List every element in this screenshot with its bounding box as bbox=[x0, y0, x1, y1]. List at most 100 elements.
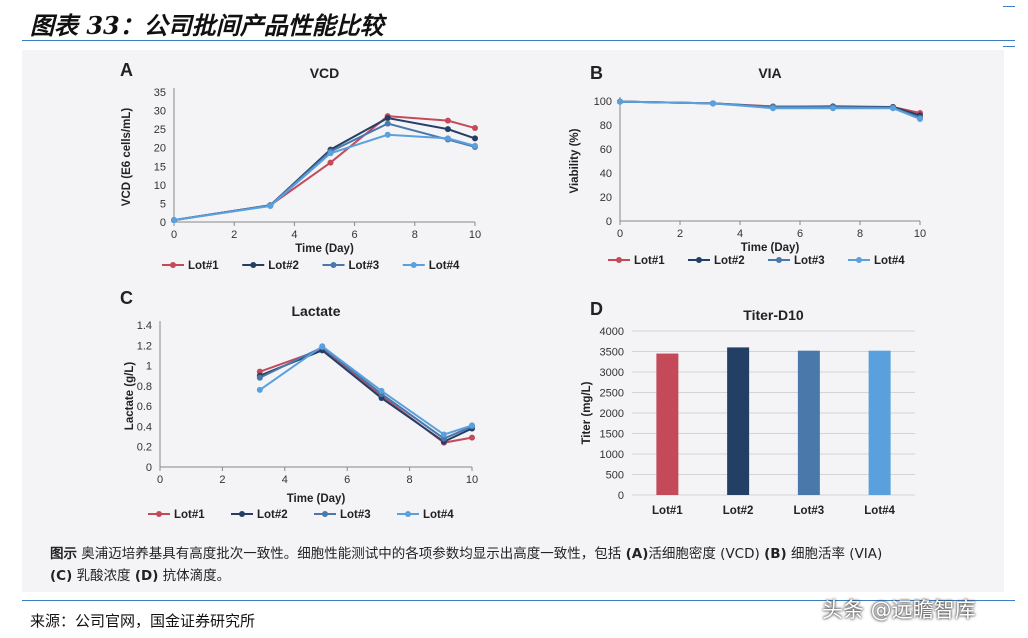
chart-b-point-4-3 bbox=[770, 105, 776, 112]
chart-b-xtick-label-5: 10 bbox=[914, 228, 926, 240]
chart-b-legend-marker-3 bbox=[776, 257, 782, 263]
chart-d-category-label-3: Lot#3 bbox=[794, 505, 825, 517]
chart-d-ytick-label-4: 2000 bbox=[600, 408, 624, 420]
source-divider bbox=[22, 600, 1015, 601]
chart-c-ytick-label-6: 1.2 bbox=[137, 340, 152, 352]
title-corner-mark bbox=[1003, 6, 1015, 7]
chart-c-legend-marker-1 bbox=[156, 511, 162, 517]
chart-a-point-1-3 bbox=[327, 159, 334, 166]
chart-a-xtick-label-4: 8 bbox=[412, 229, 418, 241]
chart-c-point-4-5 bbox=[469, 422, 475, 429]
chart-a-legend-marker-2 bbox=[250, 262, 257, 268]
chart-b-xtick-label-0: 0 bbox=[617, 228, 623, 240]
chart-c-ytick-label-3: 0.6 bbox=[137, 401, 152, 413]
chart-a-legend-marker-1 bbox=[170, 262, 176, 268]
chart-b-point-4-6 bbox=[917, 116, 923, 122]
chart-c-legend-label-2: Lot#2 bbox=[257, 509, 288, 521]
chart-d-ytick-label-0: 0 bbox=[618, 490, 624, 502]
chart-b-legend-label-1: Lot#1 bbox=[634, 255, 665, 267]
chart-a-xtick-label-3: 6 bbox=[352, 229, 358, 241]
chart-c-legend-marker-4 bbox=[405, 511, 411, 517]
chart-b-xtick-label-2: 4 bbox=[737, 228, 743, 240]
chart-c-xtick-label-0: 0 bbox=[157, 474, 163, 486]
chart-d-bar-3 bbox=[797, 350, 820, 495]
chart-a-series-line-2 bbox=[173, 116, 476, 222]
chart-b-xtick-label-3: 6 bbox=[797, 228, 803, 240]
caption-d-text: 抗体滴度。 bbox=[158, 568, 231, 584]
chart-c-ylabel: Lactate (g/L) bbox=[124, 362, 136, 431]
watermark: 头条 @远瞻智库 bbox=[822, 598, 976, 622]
chart-c-legend-label-1: Lot#1 bbox=[174, 509, 205, 521]
chart-c-legend-marker-3 bbox=[322, 511, 328, 517]
chart-d-ytick-label-7: 3500 bbox=[600, 347, 624, 359]
source-note: 来源：公司官网，国金证券研究所 bbox=[30, 612, 256, 630]
chart-c-xtick-label-3: 6 bbox=[344, 474, 350, 486]
chart-b-legend-label-2: Lot#2 bbox=[714, 255, 745, 267]
chart-b-panel-letter: B bbox=[590, 63, 603, 83]
chart-b-point-4-2 bbox=[710, 100, 716, 107]
chart-b-legend-marker-1 bbox=[616, 257, 622, 263]
chart-b-ytick-label-3: 60 bbox=[600, 144, 612, 156]
chart-a-point-4-6 bbox=[472, 142, 478, 149]
caption-b-text: 细胞活率 (VIA) bbox=[786, 546, 883, 562]
chart-a-legend-label-1: Lot#1 bbox=[188, 260, 219, 272]
chart-c-ytick-label-0: 0 bbox=[146, 462, 152, 474]
caption-text: 奥浦迈培养基具有高度批次一致性。细胞性能测试中的各项参数均显示出高度一致性，包括 bbox=[77, 546, 626, 562]
chart-a-point-4-1 bbox=[171, 217, 177, 224]
chart-b-xlabel: Time (Day) bbox=[741, 242, 800, 254]
caption-a-text: 活细胞密度 (VCD) bbox=[648, 546, 765, 562]
chart-b-legend-label-3: Lot#3 bbox=[794, 255, 825, 267]
title-divider bbox=[22, 40, 1015, 41]
chart-b-series-line-4 bbox=[619, 100, 921, 120]
chart-b-ytick-label-2: 40 bbox=[600, 168, 612, 180]
chart-a-series-line-4 bbox=[173, 133, 476, 222]
chart-b-ytick-label-4: 80 bbox=[600, 120, 612, 132]
chart-a-ytick-label-6: 30 bbox=[154, 106, 166, 118]
chart-a-xtick-label-1: 2 bbox=[231, 229, 237, 241]
chart-a-ytick-label-5: 25 bbox=[154, 124, 166, 136]
figure-caption: 图示 奥浦迈培养基具有高度批次一致性。细胞性能测试中的各项参数均显示出高度一致性… bbox=[50, 543, 1010, 587]
chart-a-point-2-5 bbox=[444, 126, 451, 133]
chart-c-panel-letter: C bbox=[120, 288, 133, 308]
chart-d-ytick-label-2: 1000 bbox=[600, 449, 624, 461]
chart-b-legend-label-4: Lot#4 bbox=[874, 255, 905, 267]
chart-c-xtick-label-4: 8 bbox=[407, 474, 413, 486]
chart-d-ylabel: Titer (mg/L) bbox=[581, 381, 593, 444]
chart-c-legend-marker-2 bbox=[239, 511, 245, 517]
chart-a-point-2-4 bbox=[384, 115, 391, 121]
chart-a-ytick-label-3: 15 bbox=[154, 161, 166, 173]
chart-d-ytick-label-6: 3000 bbox=[600, 367, 624, 379]
caption-b: (B) bbox=[764, 546, 787, 562]
chart-b-ytick-label-0: 0 bbox=[606, 216, 612, 228]
chart-b-point-4-4 bbox=[830, 105, 836, 112]
chart-c-ytick-label-7: 1.4 bbox=[137, 320, 152, 332]
chart-a-point-4-3 bbox=[327, 150, 334, 157]
chart-b-title: VIA bbox=[758, 65, 781, 81]
chart-a-point-4-5 bbox=[444, 135, 451, 142]
chart-a-point-2-6 bbox=[472, 135, 478, 142]
chart-a-ylabel: VCD (E6 cells/mL) bbox=[121, 108, 133, 207]
chart-c-xtick-label-2: 4 bbox=[282, 474, 288, 486]
chart-a-xtick-label-2: 4 bbox=[291, 229, 297, 241]
caption-d: (D) bbox=[134, 568, 159, 584]
chart-d-category-label-2: Lot#2 bbox=[723, 505, 754, 517]
chart-a-legend-label-3: Lot#3 bbox=[349, 260, 380, 272]
chart-a-xlabel: Time (Day) bbox=[295, 243, 354, 255]
chart-b-xtick-label-1: 2 bbox=[677, 228, 683, 240]
chart-c-title: Lactate bbox=[291, 303, 340, 319]
caption-c-text: 乳酸浓度 bbox=[72, 568, 135, 584]
chart-c-point-4-4 bbox=[440, 431, 447, 438]
title-corner-mark-lower bbox=[1003, 46, 1015, 47]
chart-b-series-line-3 bbox=[619, 100, 921, 119]
chart-d-category-label-4: Lot#4 bbox=[864, 505, 895, 517]
chart-c-xtick-label-5: 10 bbox=[466, 474, 478, 486]
chart-d-ytick-label-5: 2500 bbox=[600, 388, 624, 400]
chart-d-bar-2 bbox=[727, 347, 750, 495]
chart-c-ytick-label-1: 0.2 bbox=[137, 442, 152, 454]
chart-c-point-1-5 bbox=[469, 434, 475, 441]
chart-d-ytick-label-1: 500 bbox=[606, 470, 624, 482]
chart-a-ytick-label-2: 10 bbox=[154, 180, 166, 192]
caption-c: (C) bbox=[50, 568, 73, 584]
chart-a-legend-label-4: Lot#4 bbox=[429, 260, 460, 272]
chart-c-xtick-label-1: 2 bbox=[219, 474, 225, 486]
